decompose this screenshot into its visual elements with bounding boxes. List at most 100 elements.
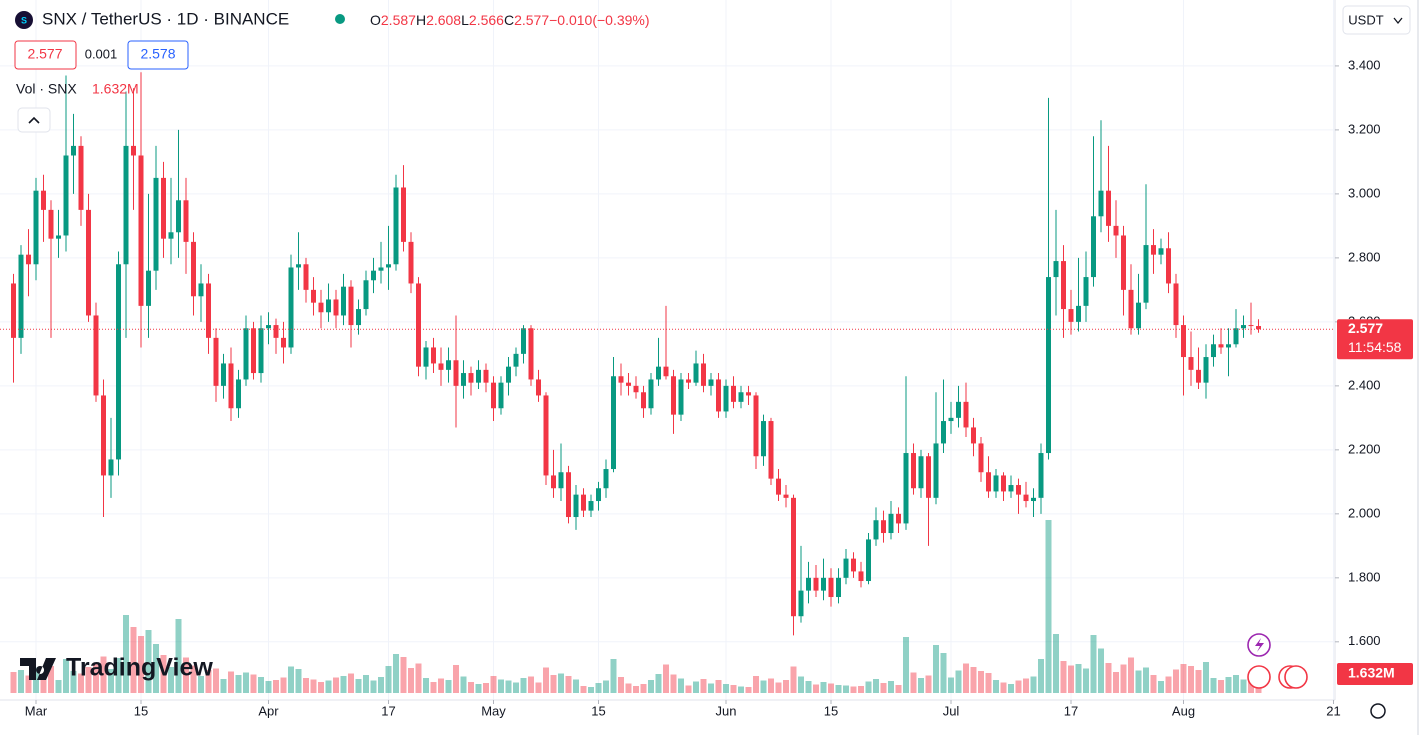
- candle-body: [536, 379, 541, 396]
- candle-body: [581, 494, 586, 511]
- volume-bar: [460, 676, 467, 693]
- candle-body: [483, 369, 489, 383]
- price-labels: 2.577 11:54:58 1.632M: [1337, 319, 1413, 685]
- volume-bar: [1045, 520, 1052, 693]
- x-tick-label: Aug: [1172, 703, 1195, 718]
- candle-body: [986, 472, 991, 492]
- event-icon[interactable]: [1247, 665, 1271, 689]
- candle-body: [1106, 190, 1111, 226]
- volume-bar: [663, 664, 669, 693]
- candle-body: [183, 200, 189, 242]
- candle-body: [956, 401, 961, 418]
- countdown: 11:54:58: [1348, 339, 1402, 355]
- legend: S SNX / TetherUS · 1D · BINANCE O2.587H2…: [14, 5, 1411, 133]
- y-tick-label: 2.800: [1348, 249, 1381, 264]
- y-tick-label: 3.400: [1348, 57, 1381, 72]
- volume-bar: [453, 665, 459, 693]
- candle-body: [588, 501, 594, 511]
- currency-button[interactable]: [1342, 5, 1411, 35]
- volume-bar: [1188, 666, 1194, 693]
- volume-bar: [580, 686, 587, 693]
- volume-bar: [153, 644, 159, 693]
- volume-bar: [385, 666, 392, 693]
- bid-price[interactable]: 2.577: [27, 46, 62, 62]
- volume-bar: [108, 669, 114, 693]
- volume-bar: [790, 666, 797, 693]
- sell-button[interactable]: [14, 40, 77, 70]
- volume-bar: [985, 673, 992, 693]
- volume-bar: [273, 680, 279, 693]
- volume-bar: [970, 667, 977, 693]
- volume-bar: [963, 663, 969, 693]
- candle-body: [558, 472, 564, 489]
- volume-bar: [348, 673, 354, 693]
- y-tick-label: 2.200: [1348, 441, 1381, 456]
- volume-bar: [1105, 663, 1112, 693]
- volume-bar: [1015, 680, 1022, 693]
- candle-body: [1023, 494, 1029, 502]
- candle-body: [663, 366, 669, 377]
- volume-bar: [858, 686, 864, 693]
- volume-bar: [213, 668, 219, 693]
- candle-body: [978, 443, 984, 473]
- x-tick-label: 21: [1326, 703, 1340, 718]
- candle-body: [393, 187, 399, 265]
- candle-body: [776, 478, 781, 495]
- collapse-button[interactable]: [17, 107, 51, 133]
- volume-bar: [303, 678, 309, 693]
- volume-bar: [85, 667, 92, 693]
- volume-bar: [70, 671, 77, 693]
- volume-bar: [715, 680, 722, 693]
- collapse-icon: [28, 116, 40, 124]
- x-tick-label: Apr: [258, 703, 279, 718]
- y-tick-label: 2.400: [1348, 377, 1381, 392]
- volume-bar: [640, 684, 647, 693]
- volume-bar: [1090, 635, 1097, 693]
- volume-bar: [468, 682, 474, 693]
- candle-body: [1181, 325, 1186, 358]
- candle-body: [813, 577, 819, 591]
- candle-body: [881, 520, 886, 534]
- y-tick-label: 3.200: [1348, 121, 1381, 136]
- candle-body: [18, 254, 24, 338]
- volume-bar: [78, 673, 84, 693]
- candle-body: [1113, 225, 1119, 236]
- settings-button[interactable]: [1370, 703, 1386, 719]
- volume-bar: [993, 680, 999, 693]
- volume-bar: [535, 682, 542, 693]
- volume-bar: [820, 682, 827, 693]
- candle-body: [333, 299, 339, 316]
- candle-body: [1158, 248, 1164, 255]
- currency-label[interactable]: USDT: [1348, 12, 1383, 27]
- ask-price[interactable]: 2.578: [140, 46, 175, 62]
- volume-bar: [145, 630, 152, 693]
- candle-body: [648, 379, 654, 409]
- market-status[interactable]: [335, 14, 345, 24]
- volume-bar: [775, 682, 782, 693]
- event-icon[interactable]: [1284, 665, 1308, 689]
- volume-bar: [183, 657, 189, 693]
- candle-body: [123, 145, 129, 265]
- volume-bar: [678, 678, 684, 693]
- candle-body: [243, 328, 249, 380]
- volume-bar: [610, 659, 617, 693]
- volume-bar: [948, 677, 954, 693]
- candle-body: [498, 382, 504, 409]
- volume-bar: [873, 679, 879, 693]
- volume-bar: [1053, 634, 1059, 693]
- symbol-logo-mark: S: [21, 15, 27, 25]
- brand-name: TradingView: [66, 654, 213, 682]
- volume-bar: [483, 683, 489, 693]
- candle-body: [461, 373, 466, 386]
- volume-bar: [33, 667, 39, 693]
- buy-button[interactable]: [127, 40, 189, 70]
- candle-body: [1226, 344, 1231, 348]
- volume-bar: [730, 685, 737, 693]
- candle-body: [468, 373, 474, 383]
- candle-body: [438, 363, 444, 370]
- volume-bar: [100, 656, 107, 693]
- volume-bar: [888, 681, 894, 693]
- candle-body: [1016, 485, 1021, 495]
- volume-bar: [498, 679, 504, 693]
- volume-bar: [843, 685, 849, 693]
